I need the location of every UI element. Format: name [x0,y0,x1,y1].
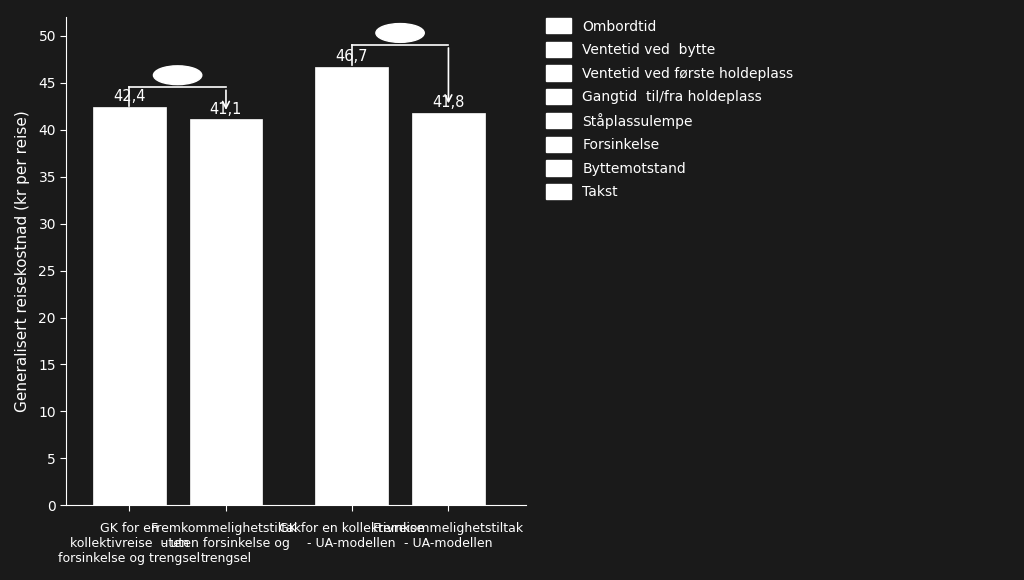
Bar [93,107,166,505]
Ellipse shape [376,24,424,42]
Bar [189,119,262,505]
Bar [413,113,484,505]
Text: 42,4: 42,4 [113,89,145,104]
Text: 41,8: 41,8 [432,95,465,110]
Ellipse shape [154,66,202,85]
Text: 46,7: 46,7 [336,49,368,64]
Text: 41,1: 41,1 [210,102,242,117]
Legend: Ombordtid, Ventetid ved  bytte, Ventetid ved første holdeplass, Gangtid  til/fra: Ombordtid, Ventetid ved bytte, Ventetid … [542,14,798,204]
Y-axis label: Generalisert reisekostnad (kr per reise): Generalisert reisekostnad (kr per reise) [15,110,30,412]
Bar [315,67,388,505]
